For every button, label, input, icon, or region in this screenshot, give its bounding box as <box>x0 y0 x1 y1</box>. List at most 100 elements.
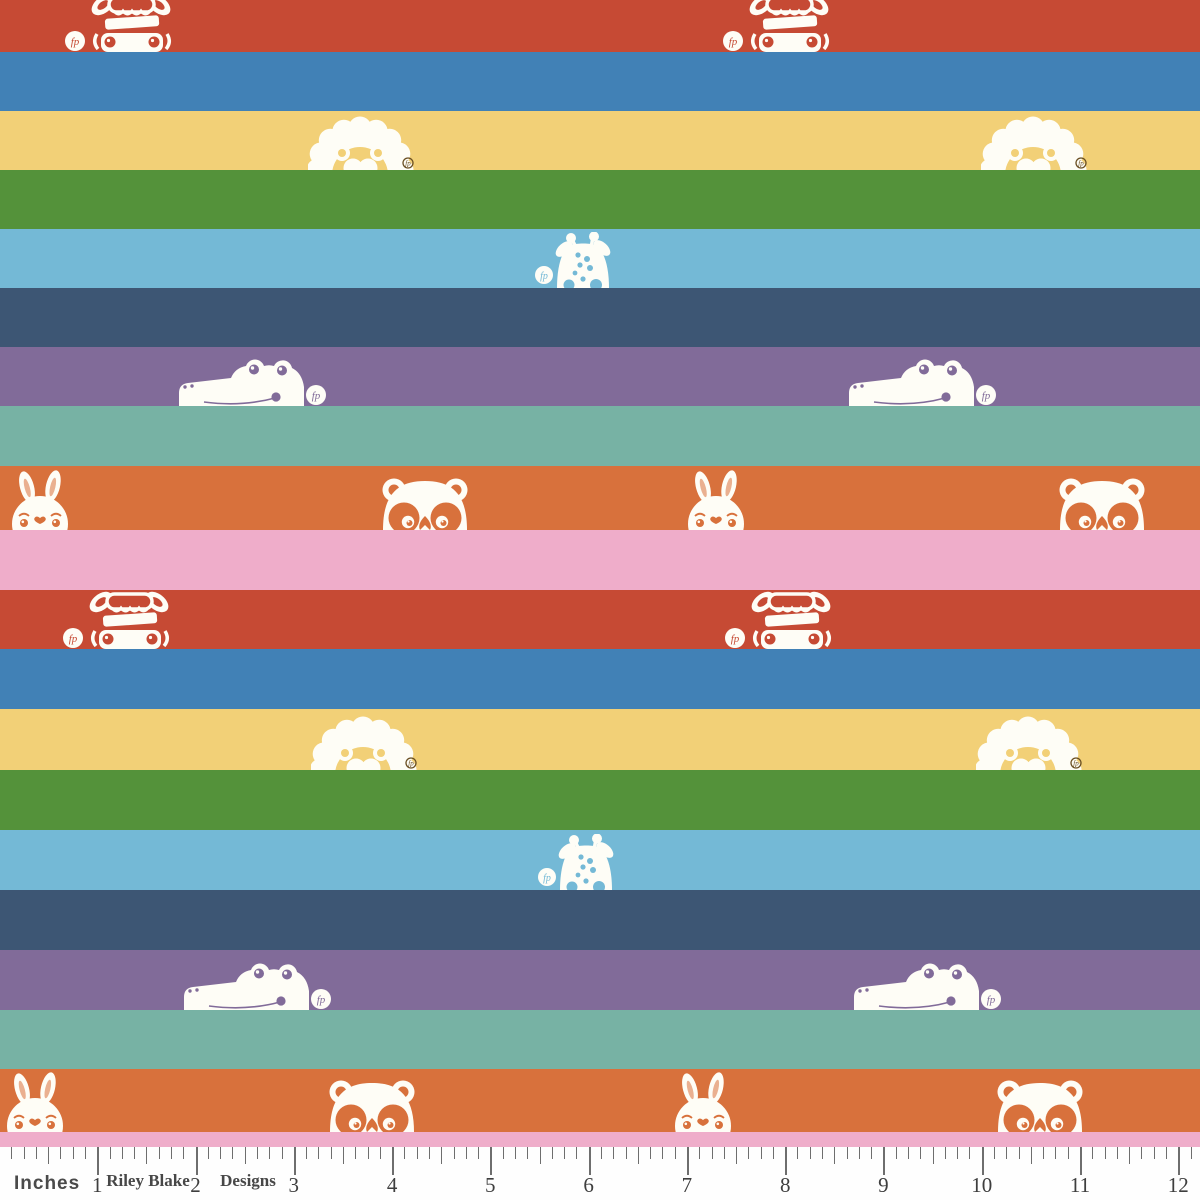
ruler-tick <box>1030 1147 1032 1164</box>
svg-text:fp: fp <box>729 36 738 48</box>
stripe-yellow-12: fp fp <box>0 709 1200 770</box>
ruler-tick <box>183 1147 185 1159</box>
svg-text:fp: fp <box>312 390 321 402</box>
svg-text:fp: fp <box>1078 160 1084 168</box>
ruler-tick <box>330 1147 332 1159</box>
ruler-tick <box>257 1147 258 1159</box>
ruler-tick <box>674 1147 676 1159</box>
svg-text:fp: fp <box>543 873 551 884</box>
stripe-orange-8 <box>0 466 1200 530</box>
stripe-purple-16: fp fp <box>0 950 1200 1010</box>
ruler-tick <box>1116 1147 1118 1159</box>
svg-text:fp: fp <box>540 271 548 282</box>
svg-text:fp: fp <box>317 994 326 1006</box>
ruler-inch-number: 6 <box>583 1173 594 1197</box>
panda-motif <box>996 1078 1084 1132</box>
giraffe-motif: fp <box>534 834 626 890</box>
ruler-tick <box>895 1147 897 1159</box>
stripe-teal-17 <box>0 1010 1200 1069</box>
ruler-tick <box>220 1147 222 1159</box>
ruler-tick <box>1190 1147 1192 1159</box>
stripe-lightblue-14: fp <box>0 830 1200 890</box>
svg-text:fp: fp <box>731 633 740 645</box>
ruler-tick <box>171 1147 172 1159</box>
ruler-inch-number: 12 <box>1167 1173 1189 1197</box>
stripe-blue-1 <box>0 52 1200 111</box>
stripe-navy-15 <box>0 890 1200 950</box>
ruler-tick <box>809 1147 811 1159</box>
stripe-yellow-2: fp fp <box>0 111 1200 170</box>
ruler-tick <box>121 1147 123 1159</box>
ruler-tick <box>416 1147 418 1159</box>
lion-motif: fp <box>308 112 416 170</box>
panda-motif <box>381 476 469 530</box>
stripe-green-13 <box>0 770 1200 830</box>
ruler-tick <box>35 1147 37 1159</box>
stripe-pink-9 <box>0 530 1200 590</box>
ruler-tick <box>134 1147 136 1159</box>
lion-motif: fp <box>311 712 419 770</box>
ruler-tick <box>969 1147 971 1159</box>
ruler-tick <box>1067 1147 1069 1159</box>
ruler-tick <box>944 1147 946 1159</box>
svg-text:fp: fp <box>987 994 996 1006</box>
ruler-tick <box>428 1147 430 1159</box>
ruler-tick <box>379 1147 381 1159</box>
ruler-tick <box>1043 1147 1045 1159</box>
ruler-tick <box>797 1147 799 1159</box>
ruler-tick <box>576 1147 578 1159</box>
bunny-motif <box>3 1072 69 1132</box>
stripe-purple-6: fp fp <box>0 347 1200 406</box>
ruler-tick <box>1104 1147 1106 1159</box>
ruler-tick <box>858 1147 860 1159</box>
svg-text:fp: fp <box>982 390 991 402</box>
panda-motif <box>1058 476 1146 530</box>
ruler-tick <box>195 1147 198 1175</box>
ruler-tick <box>527 1147 529 1159</box>
ruler-tick <box>686 1147 689 1175</box>
ruler-tick <box>699 1147 701 1159</box>
ruler-tick <box>748 1147 750 1159</box>
ruler-tick <box>822 1147 823 1159</box>
zebra-motif: fp <box>62 591 174 649</box>
croc-motif: fp <box>174 356 328 406</box>
ruler-tick <box>932 1147 934 1164</box>
ruler-tick <box>23 1147 25 1159</box>
stripe-green-3 <box>0 170 1200 229</box>
ruler-tick <box>871 1147 873 1159</box>
stripe-lightblue-4: fp <box>0 229 1200 288</box>
svg-text:fp: fp <box>69 633 78 645</box>
ruler-tick <box>957 1147 959 1159</box>
ruler-tick <box>502 1147 504 1159</box>
ruler-tick <box>785 1147 788 1175</box>
ruler-tick <box>539 1147 541 1164</box>
ruler-tick <box>1129 1147 1131 1164</box>
ruler-tick <box>367 1147 369 1159</box>
ruler-tick <box>281 1147 283 1159</box>
ruler-tick <box>772 1147 774 1159</box>
ruler-inch-number: 7 <box>681 1173 693 1197</box>
ruler-tick <box>834 1147 836 1164</box>
zebra-motif: fp <box>724 591 836 649</box>
ruler-tick <box>564 1147 566 1159</box>
ruler-tick <box>478 1147 480 1159</box>
ruler-tick <box>232 1147 234 1159</box>
ruler: Inches Riley Blake Designs 1 2 3 4 5 6 7 8 9 10 11… <box>0 1147 1200 1200</box>
ruler-tick <box>637 1147 639 1164</box>
svg-text:fp: fp <box>71 36 80 48</box>
ruler-tick <box>1092 1147 1094 1159</box>
ruler-tick <box>760 1147 762 1159</box>
ruler-tick <box>244 1147 246 1164</box>
ruler-tick <box>994 1147 995 1159</box>
ruler-tick <box>981 1147 984 1175</box>
croc-motif: fp <box>844 356 998 406</box>
ruler-inch-number: 8 <box>779 1173 791 1197</box>
ruler-tick <box>109 1147 111 1159</box>
lion-motif: fp <box>976 712 1084 770</box>
zebra-motif: fp <box>722 0 834 52</box>
ruler-tick <box>711 1147 713 1159</box>
ruler-tick <box>269 1147 271 1159</box>
ruler-inch-number: 3 <box>288 1173 300 1197</box>
stripe-teal-7 <box>0 406 1200 466</box>
ruler-tick <box>846 1147 848 1159</box>
